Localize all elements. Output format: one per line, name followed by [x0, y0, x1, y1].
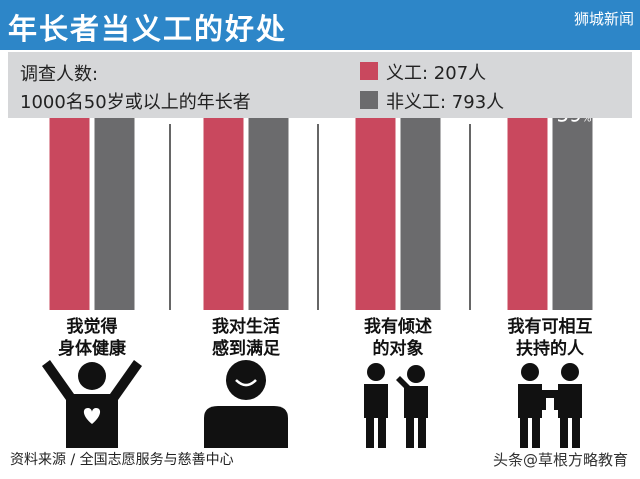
bar-chart: 76%63%84%76%79%67%75%59% 我觉得身体健康我对生活感到满足…: [42, 118, 593, 448]
bar-volunteer: [49, 118, 90, 311]
title-bar: 年长者当义工的好处 狮城新闻: [0, 0, 640, 50]
legend-label-non-volunteer: 非义工: 793人: [386, 92, 505, 113]
category-label: 扶持的人: [516, 338, 585, 359]
legend-swatch-non-volunteer: [360, 91, 378, 109]
category-label: 我有倾述: [364, 316, 432, 337]
category-label: 我觉得: [67, 316, 118, 337]
figure-support-icon: [518, 363, 582, 448]
bar-volunteer: [507, 118, 548, 310]
category-label: 的对象: [373, 338, 424, 359]
figure-confide-icon: [364, 363, 428, 448]
bar-volunteer: [355, 118, 396, 310]
bar-value-label: 59%: [557, 118, 592, 127]
watermark-top: 狮城新闻: [573, 10, 634, 28]
bar-non-volunteer: [94, 118, 135, 310]
category-label: 我对生活: [212, 316, 280, 337]
category-label: 我有可相互: [508, 316, 593, 337]
survey-label: 调查人数:: [20, 64, 99, 85]
footer-watermark: 头条@草根方略教育: [492, 451, 628, 469]
figure-satisfied-icon: [204, 360, 288, 448]
bar-non-volunteer: [552, 118, 593, 310]
category-label: 身体健康: [58, 338, 127, 359]
figure-healthy-icon: [42, 360, 142, 448]
survey-detail: 1000名50岁或以上的年长者: [20, 92, 251, 113]
info-panel: 调查人数: 1000名50岁或以上的年长者 义工: 207人 非义工: 793人: [8, 52, 632, 118]
legend-swatch-volunteer: [360, 62, 378, 80]
legend-label-volunteer: 义工: 207人: [386, 63, 487, 84]
bar-volunteer: [203, 118, 244, 310]
bar-non-volunteer: [248, 118, 289, 311]
chart-title: 年长者当义工的好处: [8, 12, 288, 46]
footer-source: 资料来源 / 全国志愿服务与慈善中心: [10, 452, 234, 468]
bar-non-volunteer: [400, 118, 441, 310]
category-label: 感到满足: [212, 338, 280, 359]
